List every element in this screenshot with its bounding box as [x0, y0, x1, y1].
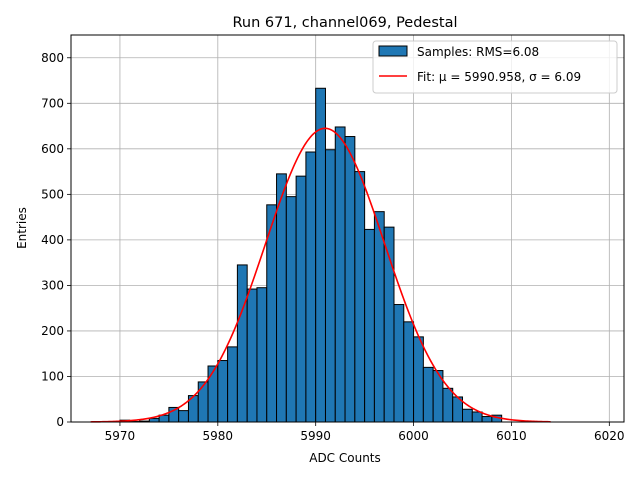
histogram-bar	[197, 381, 209, 423]
histogram-bar	[295, 175, 307, 423]
y-tick-label: 500	[41, 187, 64, 201]
histogram-bar	[403, 321, 415, 423]
legend-label-histogram: Samples: RMS=6.08	[417, 45, 539, 59]
plot-frame	[70, 34, 625, 423]
fit-curve-layer	[90, 127, 551, 423]
legend: Samples: RMS=6.08 Fit: μ = 5990.958, σ =…	[372, 40, 618, 94]
histogram-bar	[364, 228, 375, 423]
histogram-bar	[354, 171, 366, 423]
legend-label-fit: Fit: μ = 5990.958, σ = 6.09	[417, 70, 581, 84]
y-tick-label: 700	[41, 96, 64, 110]
chart-title: Run 671, channel069, Pedestal	[232, 15, 457, 31]
legend-swatch-histogram	[378, 45, 408, 57]
histogram-bar	[442, 387, 454, 423]
histogram-bar	[256, 287, 268, 423]
y-tick-label: 100	[41, 369, 64, 383]
histogram-bar	[276, 173, 287, 423]
y-tick-label: 200	[41, 324, 64, 338]
x-tick-label: 6000	[398, 429, 429, 443]
x-axis-label: ADC Counts	[309, 451, 381, 465]
histogram-bar	[462, 408, 473, 423]
x-tick-label: 5980	[203, 429, 234, 443]
x-tick-label: 5990	[300, 429, 331, 443]
x-tick-label: 6020	[594, 429, 625, 443]
x-tick-label: 6010	[496, 429, 527, 443]
histogram-bar	[471, 411, 483, 423]
histogram-bar	[227, 346, 238, 423]
x-axis: 5970 5980 5990 6000 6010 6020	[105, 422, 625, 443]
histogram-bar	[393, 304, 405, 423]
histogram-bar	[236, 264, 248, 423]
histogram-bar	[481, 416, 493, 423]
histogram-bar	[285, 196, 297, 423]
histogram-bar	[334, 126, 346, 423]
histogram-bar	[324, 149, 336, 423]
histogram-bar	[422, 366, 434, 423]
histogram-bar	[413, 336, 424, 423]
y-tick-label: 300	[41, 278, 64, 292]
y-tick-label: 800	[41, 51, 64, 65]
x-tick-label: 5970	[105, 429, 136, 443]
y-axis-label: Entries	[15, 207, 29, 249]
y-axis: 0 100 200 300 400 500 600 700 800	[41, 51, 71, 429]
histogram-bars	[119, 87, 503, 423]
histogram-bar	[344, 136, 356, 423]
y-tick-label: 0	[56, 415, 64, 429]
histogram-bar	[217, 360, 229, 423]
histogram-bar	[178, 410, 189, 423]
histogram-bar	[373, 211, 385, 423]
legend-box	[372, 40, 618, 94]
histogram-bar	[207, 365, 219, 423]
histogram-bar	[246, 288, 258, 423]
histogram-bar	[315, 87, 326, 423]
y-tick-label: 600	[41, 142, 64, 156]
gaussian-fit-curve	[90, 127, 551, 423]
y-tick-label: 400	[41, 233, 64, 247]
histogram-bar	[148, 417, 160, 423]
histogram-bar	[305, 151, 317, 423]
